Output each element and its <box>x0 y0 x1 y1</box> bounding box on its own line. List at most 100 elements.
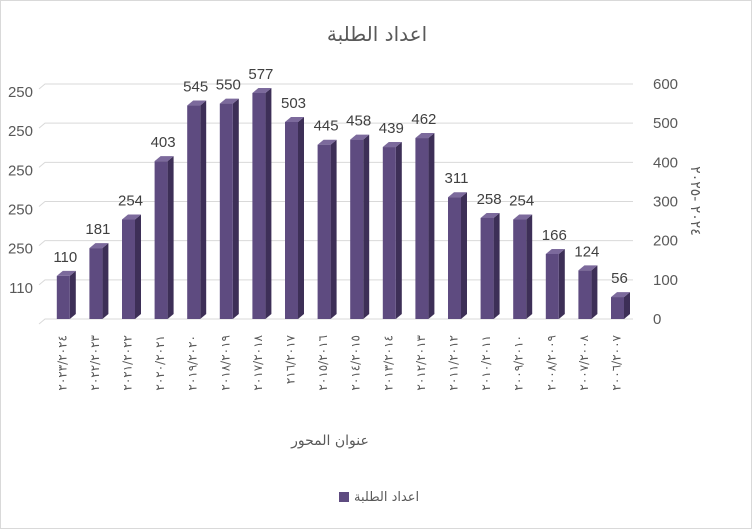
left-tick-label: 250 <box>8 241 33 258</box>
bar-side <box>69 270 76 319</box>
data-label: 254 <box>118 193 143 210</box>
bar-top <box>382 142 402 148</box>
x-tick-label: ٢٠٠٩/٢٠١٠ <box>512 335 526 391</box>
x-tick-label: ٢٠٢٣/٢٠٢٤ <box>55 335 69 391</box>
bar <box>154 156 174 319</box>
data-label: 439 <box>379 120 404 137</box>
x-tick-label: ٢٠١٠/٢٠١١ <box>479 335 493 391</box>
x-tick-label: ٢٠١٨/٢٠١٩ <box>218 335 232 391</box>
bar-side <box>102 243 109 319</box>
bar-top <box>219 98 239 104</box>
bar-front <box>382 147 396 319</box>
bar-side <box>428 133 435 319</box>
bar-side <box>493 212 500 319</box>
legend-label: اعداد الطلبة <box>354 490 419 505</box>
bar-side <box>330 139 337 319</box>
left-tick-label: 250 <box>8 162 33 179</box>
x-tick-label: ٢٠١٤/٢٠١٥ <box>349 335 363 391</box>
bar-front <box>154 161 168 319</box>
bar-front <box>578 270 592 319</box>
bar-top <box>187 100 207 106</box>
gridlines <box>38 83 633 325</box>
x-tick-label: ٢٠٢٠/٢٠٢١ <box>153 335 167 391</box>
bar-front <box>89 248 103 319</box>
bar <box>56 270 76 319</box>
bar-front <box>285 121 298 319</box>
bar-top <box>448 192 467 198</box>
bar-front <box>545 253 559 319</box>
bar-front <box>448 197 461 319</box>
bar-front <box>122 219 135 319</box>
x-axis-title: عنوان المحور <box>290 433 369 449</box>
bar <box>448 192 467 319</box>
gridline <box>38 240 633 247</box>
data-label: 181 <box>85 221 110 238</box>
bar-front <box>252 93 266 319</box>
left-axis-ticks: 110 250 250 250 250 250 <box>8 84 33 297</box>
bar-top <box>154 156 174 162</box>
bar-top <box>415 133 435 139</box>
y-tick-label: 500 <box>653 115 678 132</box>
bar-top <box>122 214 141 220</box>
data-label: 462 <box>411 111 436 128</box>
data-label: 56 <box>611 270 628 287</box>
bar <box>219 98 239 319</box>
bar-side <box>526 214 533 319</box>
bar-top <box>285 116 304 122</box>
bar-front <box>513 219 527 319</box>
data-label: 577 <box>248 66 273 83</box>
bars <box>56 88 630 320</box>
bar <box>317 139 337 319</box>
bar-top <box>513 214 533 220</box>
bar-side <box>395 142 402 319</box>
data-label: 258 <box>477 191 502 208</box>
data-label: 110 <box>53 249 77 266</box>
bar <box>187 100 207 320</box>
bar-top <box>317 139 337 145</box>
x-tick-label: ٢١٦/٢٠١٧ <box>284 334 298 384</box>
gridline <box>38 83 633 90</box>
data-label: 254 <box>509 193 534 210</box>
x-tick-label: ٢٠٢٢/٢٠٢٣ <box>88 334 102 390</box>
bar-top <box>350 134 370 140</box>
data-label: 403 <box>151 134 176 151</box>
right-axis-ticks: 0 100 200 300 400 500 600 <box>653 76 678 328</box>
data-label: 166 <box>542 227 567 244</box>
bar-front <box>415 138 429 319</box>
bar <box>415 133 435 319</box>
gridline <box>38 201 633 207</box>
bar <box>382 142 402 319</box>
y-tick-label: 200 <box>653 233 678 250</box>
left-tick-label: 250 <box>8 202 33 219</box>
gridline <box>38 161 633 168</box>
data-labels: 110 181 254 403 545 550 577 503 445 458 439 462 311 2… <box>53 66 628 287</box>
x-tick-label: ٢٠١٥/٢٠١٦ <box>316 335 330 391</box>
left-tick-label: 250 <box>8 123 33 140</box>
x-tick-label: ٢٠١٧/٢٠١٨ <box>251 334 265 390</box>
bar-side <box>167 156 174 319</box>
bar-side <box>624 292 630 319</box>
bar-top <box>578 265 598 271</box>
bar-front <box>350 139 364 319</box>
bar-side <box>135 214 141 319</box>
x-tick-label: ٢٠١٩/٢٠٢٠ <box>186 335 200 391</box>
bar <box>89 243 109 319</box>
data-label: 458 <box>346 113 371 130</box>
bar <box>285 116 304 319</box>
x-tick-label: ٢٠٠٦/٢٠٠٧ <box>610 334 624 390</box>
x-tick-label: ٢٠١٢/٢٠١٣ <box>414 334 428 390</box>
bar <box>545 248 565 319</box>
bar-side <box>232 98 239 319</box>
data-label: 550 <box>216 77 241 94</box>
x-axis-ticks: ٢٠٢٣/٢٠٢٤ ٢٠٢٢/٢٠٢٣ ٢٠٢١/٢٠٢٢ ٢٠٢٠/٢٠٢١ ٢٠١٩… <box>55 334 623 390</box>
gridline <box>38 318 633 325</box>
y-tick-label: 0 <box>653 311 661 328</box>
x-tick-label: ٢٠١١/٢٠١٢ <box>447 335 461 391</box>
bar-top <box>611 292 630 298</box>
bar <box>350 134 370 319</box>
bar <box>611 292 630 319</box>
data-label: 124 <box>574 243 599 260</box>
bar-top <box>56 270 76 276</box>
